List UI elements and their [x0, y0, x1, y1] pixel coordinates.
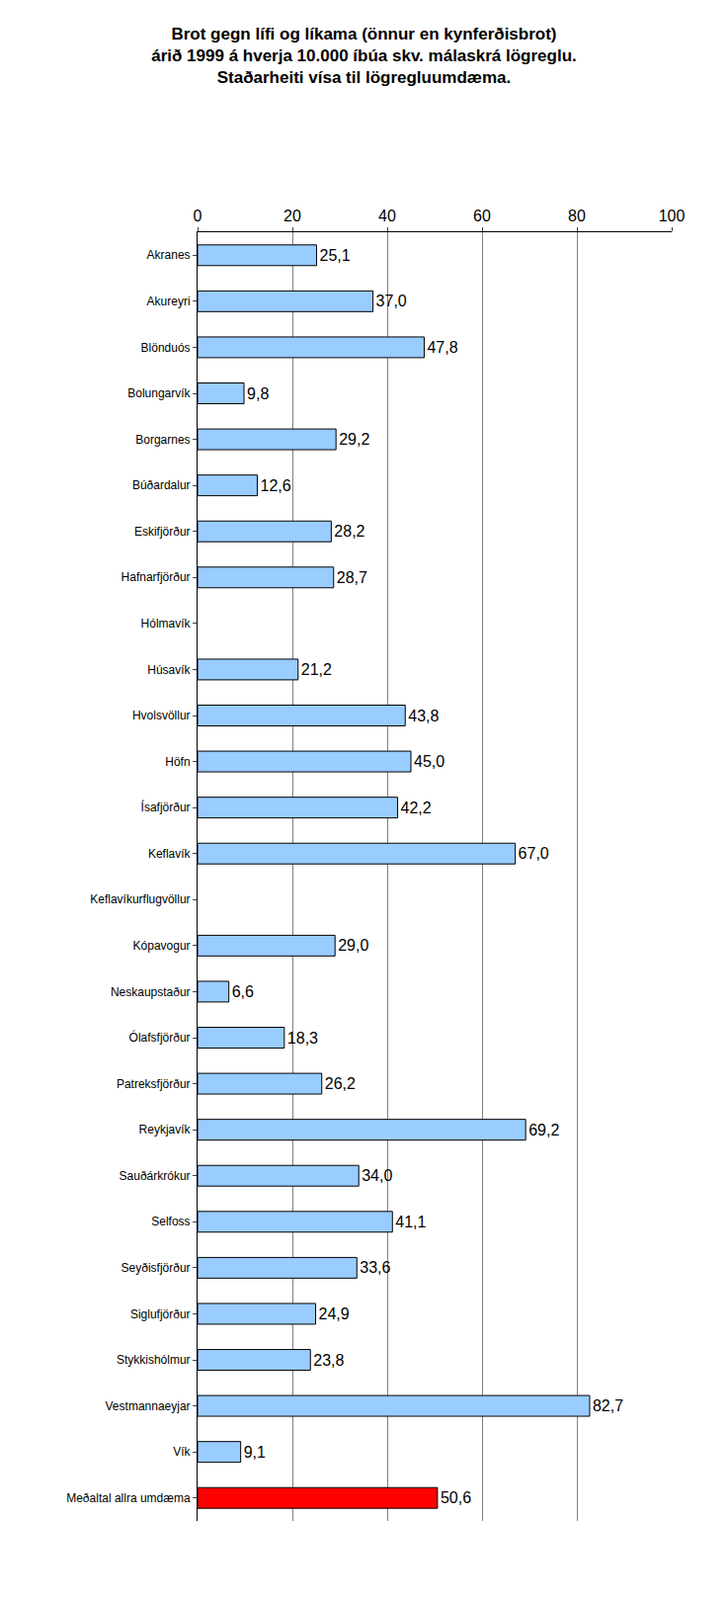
svg-text:Blönduós: Blönduós — [141, 340, 191, 355]
svg-text:Meðaltal allra umdæma: Meðaltal allra umdæma — [66, 1490, 191, 1505]
svg-text:26,2: 26,2 — [324, 1074, 356, 1092]
svg-text:18,3: 18,3 — [287, 1029, 319, 1047]
svg-text:Neskaupstaður: Neskaupstaður — [110, 984, 191, 999]
svg-text:Akranes: Akranes — [147, 247, 191, 262]
svg-text:9,8: 9,8 — [246, 385, 269, 403]
svg-text:Keflavík: Keflavík — [148, 846, 192, 861]
svg-text:12,6: 12,6 — [259, 477, 291, 494]
svg-text:Vík: Vík — [172, 1444, 191, 1458]
svg-text:60: 60 — [473, 207, 491, 225]
svg-text:25,1: 25,1 — [319, 246, 350, 264]
svg-text:67,0: 67,0 — [518, 844, 550, 862]
svg-text:82,7: 82,7 — [592, 1396, 624, 1414]
svg-text:Seyðisfjörður: Seyðisfjörður — [121, 1260, 191, 1275]
svg-text:Akureyri: Akureyri — [147, 294, 191, 309]
svg-text:Húsavík: Húsavík — [147, 662, 191, 677]
svg-text:Höfn: Höfn — [164, 754, 190, 769]
svg-text:29,0: 29,0 — [337, 936, 369, 954]
svg-text:43,8: 43,8 — [407, 707, 439, 725]
svg-text:100: 100 — [658, 207, 686, 225]
svg-text:28,7: 28,7 — [336, 568, 368, 586]
svg-text:9,1: 9,1 — [243, 1443, 266, 1460]
svg-text:Brot gegn lífi og líkama (önnu: Brot gegn lífi og líkama (önnur en kynfe… — [151, 24, 577, 87]
svg-text:28,2: 28,2 — [333, 522, 365, 540]
svg-text:6,6: 6,6 — [232, 982, 254, 1000]
svg-text:40: 40 — [378, 207, 397, 225]
svg-text:Ólafsfjörður: Ólafsfjörður — [129, 1029, 191, 1045]
svg-text:23,8: 23,8 — [313, 1351, 344, 1369]
svg-text:Siglufjörður: Siglufjörður — [130, 1306, 191, 1321]
svg-text:47,8: 47,8 — [426, 338, 458, 356]
svg-text:Selfoss: Selfoss — [151, 1213, 190, 1228]
svg-text:Hólmavík: Hólmavík — [141, 616, 192, 631]
svg-text:0: 0 — [193, 207, 203, 225]
svg-text:Keflavíkurflugvöllur: Keflavíkurflugvöllur — [89, 891, 190, 906]
svg-text:Hvolsvöllur: Hvolsvöllur — [132, 708, 191, 723]
svg-text:Patreksfjörður: Patreksfjörður — [116, 1076, 191, 1091]
svg-text:Eskifjörður: Eskifjörður — [134, 524, 191, 539]
svg-text:Vestmannaeyjar: Vestmannaeyjar — [105, 1398, 191, 1413]
svg-text:41,1: 41,1 — [395, 1213, 426, 1230]
svg-text:33,6: 33,6 — [359, 1258, 391, 1276]
svg-text:Kópavogur: Kópavogur — [133, 938, 191, 953]
svg-text:Búðardalur: Búðardalur — [132, 478, 191, 492]
svg-text:Sauðárkrókur: Sauðárkrókur — [119, 1168, 191, 1183]
svg-text:20: 20 — [283, 207, 302, 225]
svg-text:Borgarnes: Borgarnes — [135, 432, 190, 447]
svg-text:Bolungarvík: Bolungarvík — [127, 386, 191, 401]
svg-text:Hafnarfjörður: Hafnarfjörður — [121, 569, 191, 584]
svg-text:29,2: 29,2 — [338, 430, 370, 448]
svg-text:Ísafjörður: Ísafjörður — [141, 799, 191, 814]
svg-text:24,9: 24,9 — [319, 1304, 350, 1322]
svg-text:80: 80 — [567, 207, 586, 225]
svg-text:Stykkishólmur: Stykkishólmur — [116, 1352, 191, 1367]
svg-text:Reykjavík: Reykjavík — [139, 1122, 192, 1136]
svg-text:42,2: 42,2 — [401, 799, 432, 816]
svg-text:69,2: 69,2 — [528, 1121, 560, 1138]
svg-text:37,0: 37,0 — [376, 292, 407, 310]
svg-text:45,0: 45,0 — [413, 752, 445, 770]
svg-text:34,0: 34,0 — [361, 1166, 393, 1184]
svg-text:21,2: 21,2 — [301, 660, 332, 678]
svg-text:50,6: 50,6 — [440, 1488, 472, 1506]
